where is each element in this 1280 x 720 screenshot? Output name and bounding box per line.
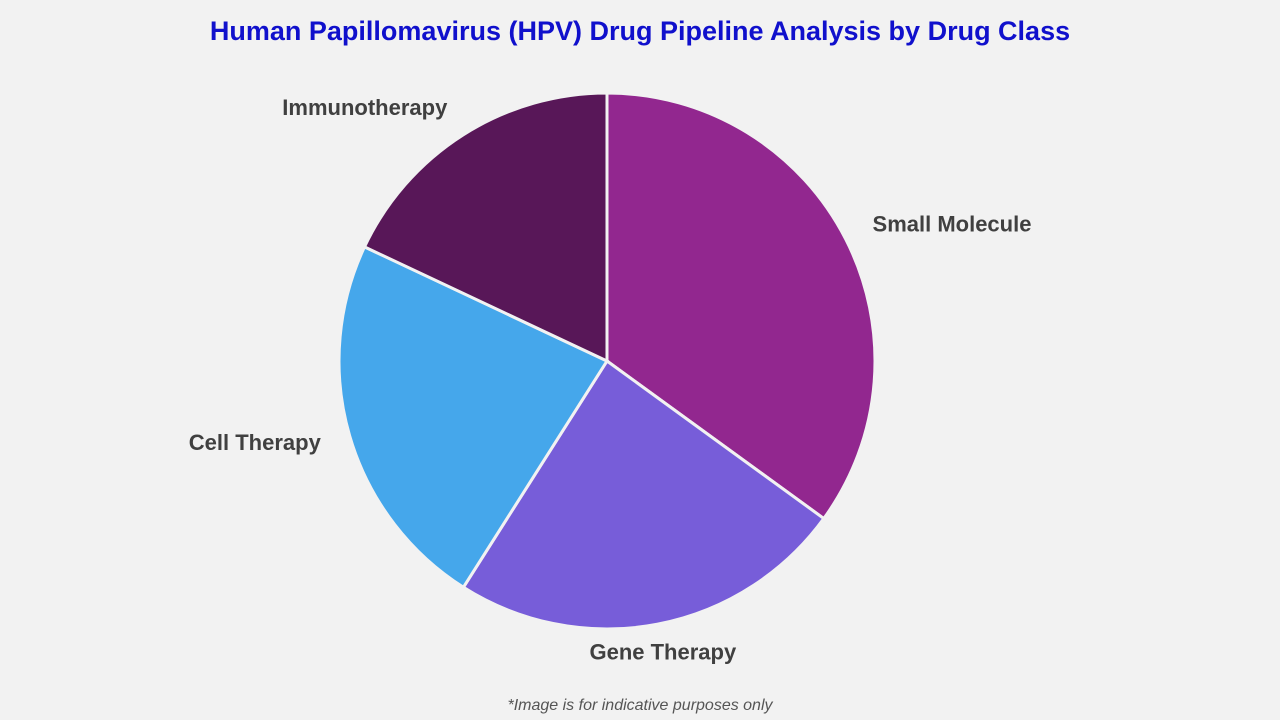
slice-label-cell-therapy: Cell Therapy xyxy=(189,430,322,455)
slice-label-small-molecule: Small Molecule xyxy=(873,212,1032,237)
pie-slice-cell-therapy xyxy=(337,244,610,590)
chart-title: Human Papillomavirus (HPV) Drug Pipeline… xyxy=(209,16,1071,46)
pie-slice-small-molecule xyxy=(605,91,877,521)
footnote: *Image is for indicative purposes only xyxy=(507,697,773,714)
slice-label-gene-therapy: Gene Therapy xyxy=(589,640,736,665)
pie-slice-gene-therapy xyxy=(461,358,826,631)
pie-slice-immunotherapy xyxy=(362,91,609,364)
slice-label-immunotherapy: Immunotherapy xyxy=(282,95,448,120)
